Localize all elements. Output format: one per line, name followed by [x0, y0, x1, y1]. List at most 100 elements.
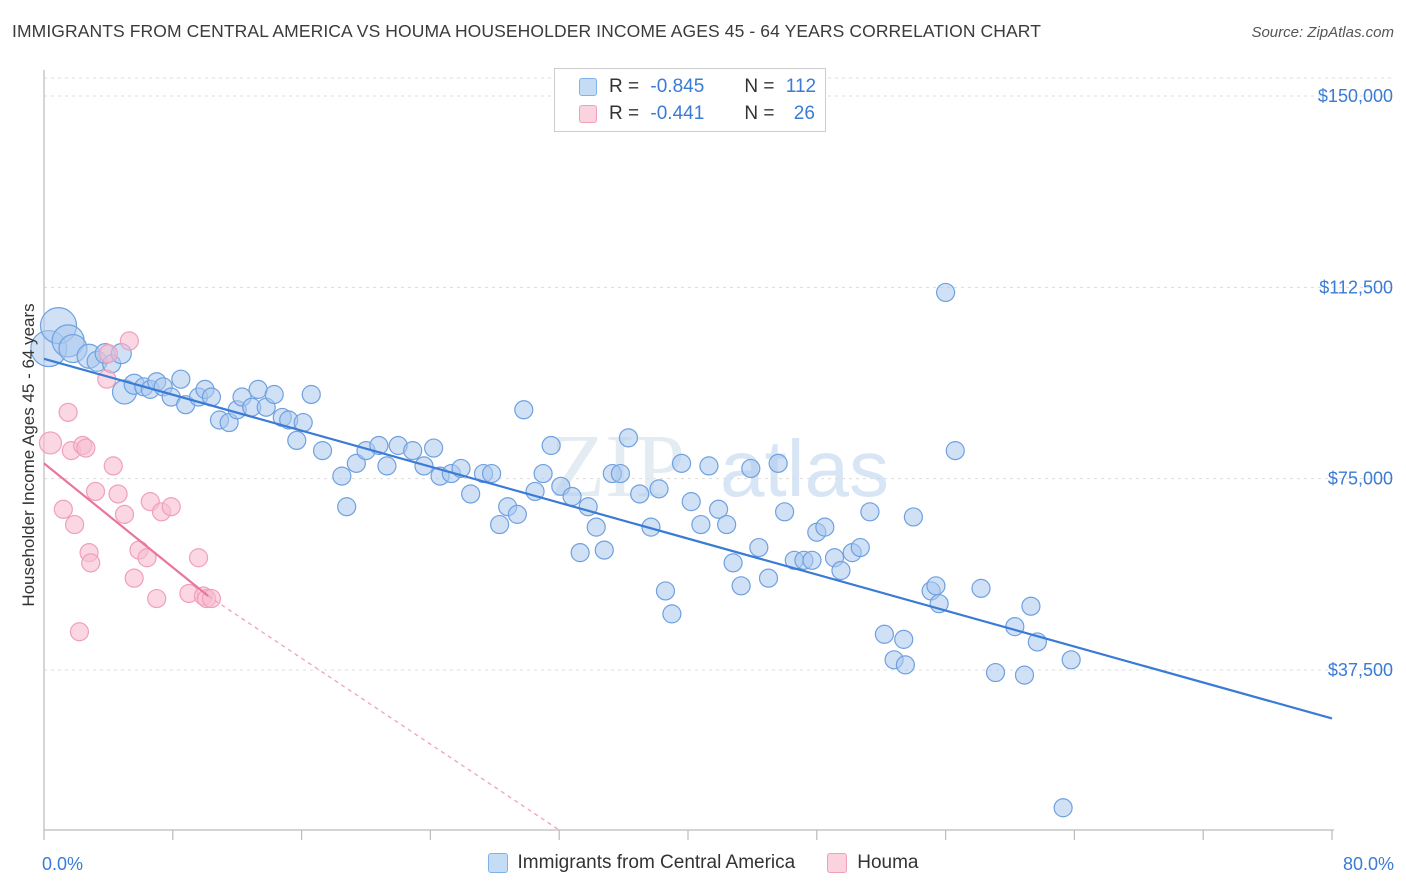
legend-n-label: N =	[744, 76, 775, 97]
point-central-america	[774, 502, 795, 522]
point-houma	[81, 553, 101, 573]
point-central-america	[541, 435, 561, 456]
point-central-america	[699, 456, 719, 476]
point-houma	[76, 438, 96, 458]
point-central-america	[691, 514, 711, 535]
point-central-america	[741, 458, 761, 479]
y-tick-label: $112,500	[1319, 277, 1393, 297]
point-central-america	[926, 576, 946, 596]
point-houma	[108, 484, 128, 504]
point-central-america	[1021, 596, 1041, 616]
point-houma	[137, 548, 157, 568]
point-central-america	[570, 543, 590, 563]
point-central-america	[461, 484, 481, 504]
point-central-america	[945, 441, 965, 461]
y-tick-label: $150,000	[1318, 86, 1393, 106]
trend-line-central-america	[43, 357, 1333, 720]
legend-series-name: Immigrants from Central America	[517, 852, 796, 873]
point-houma	[188, 548, 209, 568]
y-tick-label: $75,000	[1328, 469, 1393, 489]
point-houma	[124, 568, 144, 588]
point-central-america	[1061, 650, 1081, 670]
legend-swatch-blue	[487, 853, 508, 873]
legend-series-name: Houma	[857, 852, 919, 873]
point-central-america	[895, 655, 915, 675]
point-central-america	[337, 497, 357, 517]
point-central-america	[312, 441, 333, 461]
point-central-america	[377, 456, 397, 476]
point-central-america	[346, 453, 366, 473]
point-central-america	[562, 486, 582, 507]
trend-lines	[43, 357, 1333, 831]
point-houma	[64, 514, 85, 535]
point-central-america	[850, 537, 870, 558]
legend-n-label: N =	[744, 103, 775, 124]
point-central-america	[1053, 798, 1073, 818]
point-central-america	[403, 441, 423, 461]
x-tick-label: 0.0%	[42, 854, 83, 874]
point-central-america	[903, 507, 924, 527]
point-central-america	[594, 540, 614, 560]
legend-item-houma: Houma	[827, 852, 918, 874]
trend-extension-houma	[207, 595, 560, 831]
legend-row-central-america: R = -0.845 N = 112	[579, 75, 816, 99]
legend-r-value: -0.845	[650, 76, 705, 97]
point-houma	[98, 344, 119, 364]
point-central-america	[301, 384, 321, 405]
point-central-america	[935, 282, 956, 303]
point-central-america	[533, 463, 553, 484]
grid-lines	[44, 77, 1395, 671]
point-central-america	[514, 400, 534, 420]
point-central-america	[507, 504, 527, 524]
point-central-america	[610, 463, 630, 484]
legend-n-value: 112	[785, 76, 817, 97]
point-central-america	[671, 453, 692, 473]
point-central-america	[768, 453, 788, 473]
point-houma	[114, 504, 135, 524]
point-central-america	[171, 369, 191, 389]
point-central-america	[649, 479, 669, 499]
legend-swatch-pink	[579, 105, 597, 123]
point-houma	[53, 499, 73, 519]
point-houma	[119, 331, 139, 351]
point-central-america	[662, 604, 682, 624]
point-central-america	[586, 517, 606, 537]
y-axis-title: Householder Income Ages 45 - 64 years	[19, 303, 38, 606]
point-central-america	[894, 629, 914, 649]
point-houma	[58, 402, 78, 422]
point-central-america	[424, 438, 444, 458]
legend-swatch-blue	[579, 78, 597, 96]
point-central-america	[802, 550, 822, 570]
point-central-america	[655, 581, 676, 601]
point-central-america	[287, 430, 307, 450]
point-central-america	[708, 499, 729, 519]
point-central-america	[618, 428, 639, 448]
point-central-america	[1005, 617, 1025, 637]
point-central-america	[490, 514, 510, 535]
legend-r-value: -0.441	[650, 103, 705, 124]
point-central-america	[860, 502, 880, 522]
point-central-america	[723, 553, 743, 573]
point-central-america	[630, 484, 650, 504]
series-legend: Immigrants from Central America Houma	[0, 852, 1406, 874]
point-central-america	[971, 578, 991, 598]
legend-row-houma: R = -0.441 N = 26	[579, 102, 815, 126]
point-houma	[38, 431, 63, 455]
point-houma	[103, 456, 123, 476]
legend-item-central-america: Immigrants from Central America	[487, 852, 796, 874]
correlation-legend: R = -0.845 N = 112 R = -0.441 N = 26	[554, 68, 826, 132]
point-central-america	[749, 537, 769, 558]
point-central-america	[525, 481, 545, 502]
point-central-america	[264, 384, 284, 405]
chart-title: IMMIGRANTS FROM CENTRAL AMERICA VS HOUMA…	[12, 21, 1041, 41]
point-central-america	[758, 568, 779, 588]
point-central-america	[831, 560, 851, 581]
point-central-america	[332, 466, 352, 486]
x-tick-label: 80.0%	[1343, 854, 1394, 874]
point-houma	[147, 588, 167, 609]
point-central-america	[815, 517, 835, 537]
legend-swatch-pink	[827, 853, 848, 873]
legend-r-label: R =	[609, 103, 640, 124]
axes	[43, 70, 1334, 840]
